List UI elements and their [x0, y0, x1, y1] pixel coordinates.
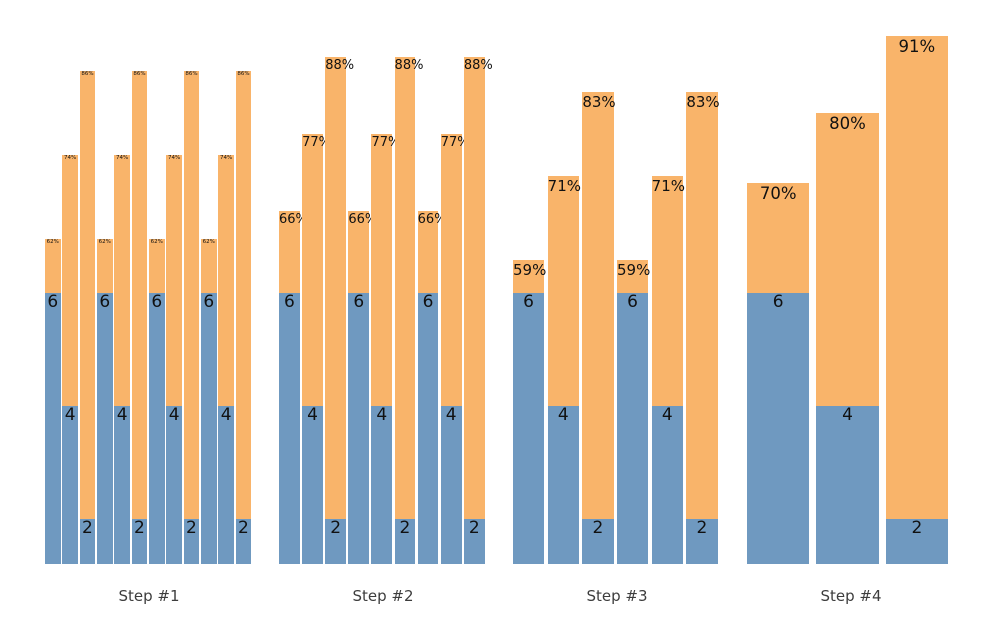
- bar-win-segment: [394, 56, 416, 564]
- bar-win-segment: [686, 91, 718, 564]
- bar-die-segment: [582, 518, 614, 564]
- bar-die-segment: [440, 405, 462, 564]
- bar-win-segment: [463, 56, 485, 564]
- bar-die-segment: [201, 293, 217, 564]
- bar-die-segment: [218, 405, 234, 564]
- bar-die-segment: [325, 518, 347, 564]
- x-tick-label: Step #4: [820, 587, 882, 605]
- bar-die-segment: [617, 293, 649, 564]
- bar-die-segment: [371, 405, 393, 564]
- bar-die-segment: [183, 518, 200, 564]
- bar-die-segment: [166, 405, 182, 564]
- bar-win-segment: [183, 70, 200, 564]
- bar-win-segment: [131, 70, 148, 564]
- bar-win-segment: [79, 70, 96, 564]
- bar-win-segment: [235, 70, 252, 564]
- x-tick-label: Step #3: [586, 587, 648, 605]
- bar-die-segment: [651, 405, 683, 564]
- bar-die-segment: [79, 518, 96, 564]
- bar-win-segment: [325, 56, 347, 564]
- bar-win-segment: [885, 35, 949, 564]
- bar-die-segment: [686, 518, 718, 564]
- bar-die-segment: [547, 405, 579, 564]
- bar-die-segment: [747, 293, 810, 564]
- bar-die-segment: [45, 293, 61, 564]
- bar-die-segment: [279, 293, 300, 564]
- bar-die-segment: [394, 518, 416, 564]
- bar-die-segment: [348, 293, 370, 564]
- bar-die-segment: [97, 293, 113, 564]
- bar-die-segment: [62, 405, 78, 564]
- x-tick-label: Step #1: [118, 587, 180, 605]
- bar-die-segment: [235, 518, 252, 564]
- bar-die-segment: [885, 518, 949, 564]
- bar-die-segment: [114, 405, 130, 564]
- x-tick-label: Step #2: [352, 587, 414, 605]
- bar-die-segment: [513, 293, 545, 564]
- bar-win-segment: [582, 91, 614, 564]
- bar-die-segment: [417, 293, 439, 564]
- bar-die-segment: [463, 518, 485, 564]
- bar-die-segment: [816, 405, 879, 564]
- bar-die-segment: [149, 293, 165, 564]
- bar-die-segment: [131, 518, 148, 564]
- bar-die-segment: [302, 405, 323, 564]
